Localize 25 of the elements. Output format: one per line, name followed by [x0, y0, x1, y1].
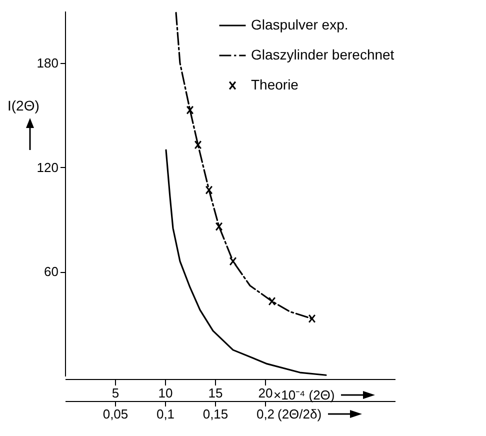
- y-tick-label: 180: [36, 56, 58, 71]
- y-tick-label: 60: [44, 264, 58, 280]
- x-tick-label: 15: [208, 386, 223, 400]
- x-tick-label: 10: [158, 386, 173, 400]
- x2-tick-label: 0,15: [202, 406, 228, 422]
- point: [308, 314, 316, 324]
- point: [268, 296, 276, 306]
- x2-tick-label: 0,2: [256, 406, 275, 422]
- x-tick-label: 5: [112, 386, 120, 400]
- point: [186, 106, 194, 115]
- x-tick-label: 20: [258, 386, 273, 400]
- y-axis-title: I(2Θ): [8, 98, 40, 114]
- x-axis-title: ×10⁻⁴ (2Θ): [274, 388, 335, 402]
- y-tick-label: 120: [36, 160, 58, 175]
- point: [229, 256, 237, 266]
- line-series: [165, 149, 327, 376]
- x2-axis-title: (2Θ/2δ): [278, 406, 322, 422]
- x2-tick-label: 0,1: [156, 406, 175, 422]
- point: [205, 186, 213, 194]
- legend-label: Glaszylinder berechnet: [251, 46, 394, 62]
- legend-label: Theorie: [251, 76, 299, 92]
- point: [194, 140, 202, 150]
- x2-tick-label: 0,05: [102, 406, 128, 422]
- point: [215, 222, 223, 231]
- legend-label: Glaspulver exp.: [251, 16, 348, 32]
